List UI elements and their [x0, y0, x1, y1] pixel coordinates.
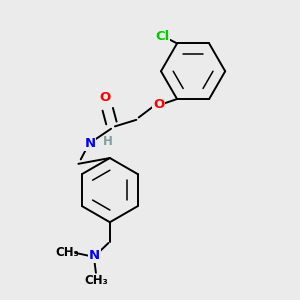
Text: N: N: [85, 137, 96, 150]
Text: N: N: [89, 249, 100, 262]
Text: Cl: Cl: [155, 29, 169, 43]
Text: H: H: [103, 135, 112, 148]
Text: CH₃: CH₃: [84, 274, 108, 287]
Text: CH₃: CH₃: [56, 246, 80, 259]
Text: O: O: [153, 98, 164, 112]
Text: O: O: [100, 91, 111, 104]
